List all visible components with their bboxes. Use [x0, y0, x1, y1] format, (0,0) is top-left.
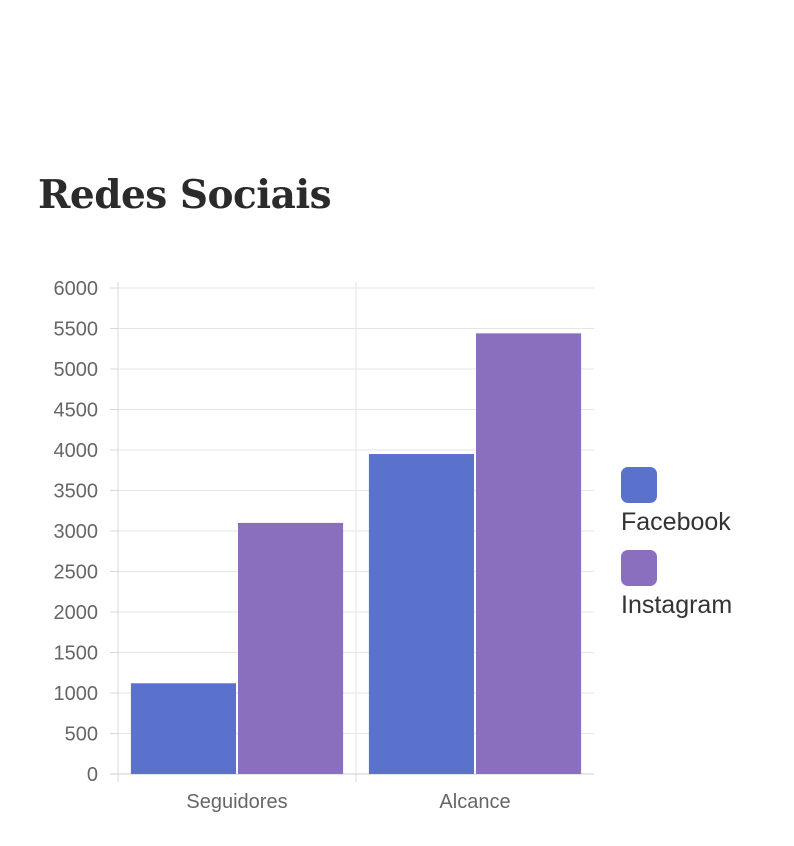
- y-tick-label: 2500: [54, 562, 99, 584]
- bar: [368, 454, 474, 774]
- y-tick-label: 3000: [54, 521, 99, 543]
- x-tick-label: Seguidores: [186, 791, 287, 813]
- y-tick-label: 5000: [54, 359, 99, 381]
- x-tick-label: Alcance: [439, 791, 510, 813]
- bars: [130, 333, 582, 774]
- bar: [130, 683, 236, 774]
- legend: Facebook Instagram: [621, 467, 732, 619]
- y-tick-label: 3500: [54, 481, 99, 503]
- y-tick-label: 1500: [54, 643, 99, 665]
- legend-swatch: [621, 550, 657, 586]
- y-tick-label: 0: [87, 764, 98, 786]
- legend-label: Facebook: [621, 508, 731, 536]
- legend-swatch: [621, 467, 657, 503]
- chart-title: Redes Sociais: [38, 172, 332, 218]
- y-tick-label: 4500: [54, 400, 99, 422]
- bar: [238, 522, 344, 774]
- y-tick-label: 500: [65, 724, 98, 746]
- axes: 0 500 1000 1500 2000 2500 3000 3500 4000 4500 5000…: [54, 278, 594, 813]
- y-tick-label: 1000: [54, 683, 99, 705]
- bar: [476, 333, 582, 774]
- y-tick-label: 5500: [54, 319, 99, 341]
- legend-label: Instagram: [621, 591, 732, 619]
- y-tick-label: 6000: [54, 278, 99, 300]
- y-tick-label: 4000: [54, 440, 99, 462]
- y-tick-label: 2000: [54, 602, 99, 624]
